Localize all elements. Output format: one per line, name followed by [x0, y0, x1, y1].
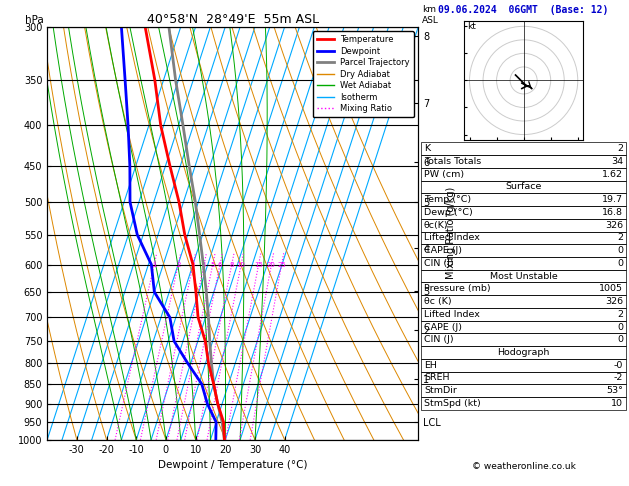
Text: 2: 2 [617, 310, 623, 319]
Text: 5: 5 [211, 261, 215, 268]
Text: 34: 34 [611, 157, 623, 166]
Text: θᴄ(K): θᴄ(K) [424, 221, 448, 230]
Text: hPa: hPa [25, 15, 43, 25]
Text: 2: 2 [176, 261, 181, 268]
Text: 10: 10 [611, 399, 623, 408]
Text: 20: 20 [267, 261, 276, 268]
Text: Temp (°C): Temp (°C) [424, 195, 471, 204]
Text: PW (cm): PW (cm) [424, 170, 464, 179]
Text: 0: 0 [617, 246, 623, 255]
Text: θᴄ (K): θᴄ (K) [424, 297, 452, 306]
Text: 16.8: 16.8 [603, 208, 623, 217]
Text: 53°: 53° [606, 386, 623, 395]
Text: CIN (J): CIN (J) [424, 335, 454, 344]
Legend: Temperature, Dewpoint, Parcel Trajectory, Dry Adiabat, Wet Adiabat, Isotherm, Mi: Temperature, Dewpoint, Parcel Trajectory… [313, 31, 414, 117]
Text: 09.06.2024  06GMT  (Base: 12): 09.06.2024 06GMT (Base: 12) [438, 5, 609, 15]
Text: km
ASL: km ASL [422, 5, 439, 25]
Y-axis label: Mixing Ratio (g/kg): Mixing Ratio (g/kg) [447, 187, 457, 279]
Text: 25: 25 [277, 261, 286, 268]
Text: Lifted Index: Lifted Index [424, 310, 480, 319]
Text: 2: 2 [617, 233, 623, 243]
Text: Lifted Index: Lifted Index [424, 233, 480, 243]
Text: 0: 0 [617, 335, 623, 344]
Text: StmDir: StmDir [424, 386, 457, 395]
Text: 0: 0 [617, 323, 623, 331]
Text: -0: -0 [614, 361, 623, 370]
Text: 1005: 1005 [599, 284, 623, 294]
Text: 15: 15 [254, 261, 263, 268]
Text: 8: 8 [230, 261, 234, 268]
Text: 6: 6 [218, 261, 222, 268]
Text: Dewp (°C): Dewp (°C) [424, 208, 473, 217]
Text: CAPE (J): CAPE (J) [424, 323, 462, 331]
Text: 3: 3 [191, 261, 196, 268]
Text: 19.7: 19.7 [603, 195, 623, 204]
Text: Totals Totals: Totals Totals [424, 157, 481, 166]
Text: 0: 0 [617, 259, 623, 268]
Text: CIN (J): CIN (J) [424, 259, 454, 268]
Text: Hodograph: Hodograph [498, 348, 550, 357]
Text: © weatheronline.co.uk: © weatheronline.co.uk [472, 462, 576, 471]
Text: 1: 1 [152, 261, 157, 268]
Text: 1.62: 1.62 [603, 170, 623, 179]
X-axis label: Dewpoint / Temperature (°C): Dewpoint / Temperature (°C) [158, 460, 308, 470]
Text: 326: 326 [605, 221, 623, 230]
Text: Pressure (mb): Pressure (mb) [424, 284, 491, 294]
Text: SREH: SREH [424, 373, 450, 382]
Text: 10: 10 [237, 261, 245, 268]
Title: 40°58'N  28°49'E  55m ASL: 40°58'N 28°49'E 55m ASL [147, 13, 319, 26]
Text: EH: EH [424, 361, 437, 370]
Text: Most Unstable: Most Unstable [490, 272, 557, 280]
Text: 4: 4 [202, 261, 206, 268]
Text: 2: 2 [617, 144, 623, 153]
Text: 326: 326 [605, 297, 623, 306]
Text: StmSpd (kt): StmSpd (kt) [424, 399, 481, 408]
Text: -2: -2 [614, 373, 623, 382]
Text: K: K [424, 144, 430, 153]
Text: CAPE (J): CAPE (J) [424, 246, 462, 255]
Text: kt: kt [467, 22, 476, 31]
Text: Surface: Surface [506, 182, 542, 191]
